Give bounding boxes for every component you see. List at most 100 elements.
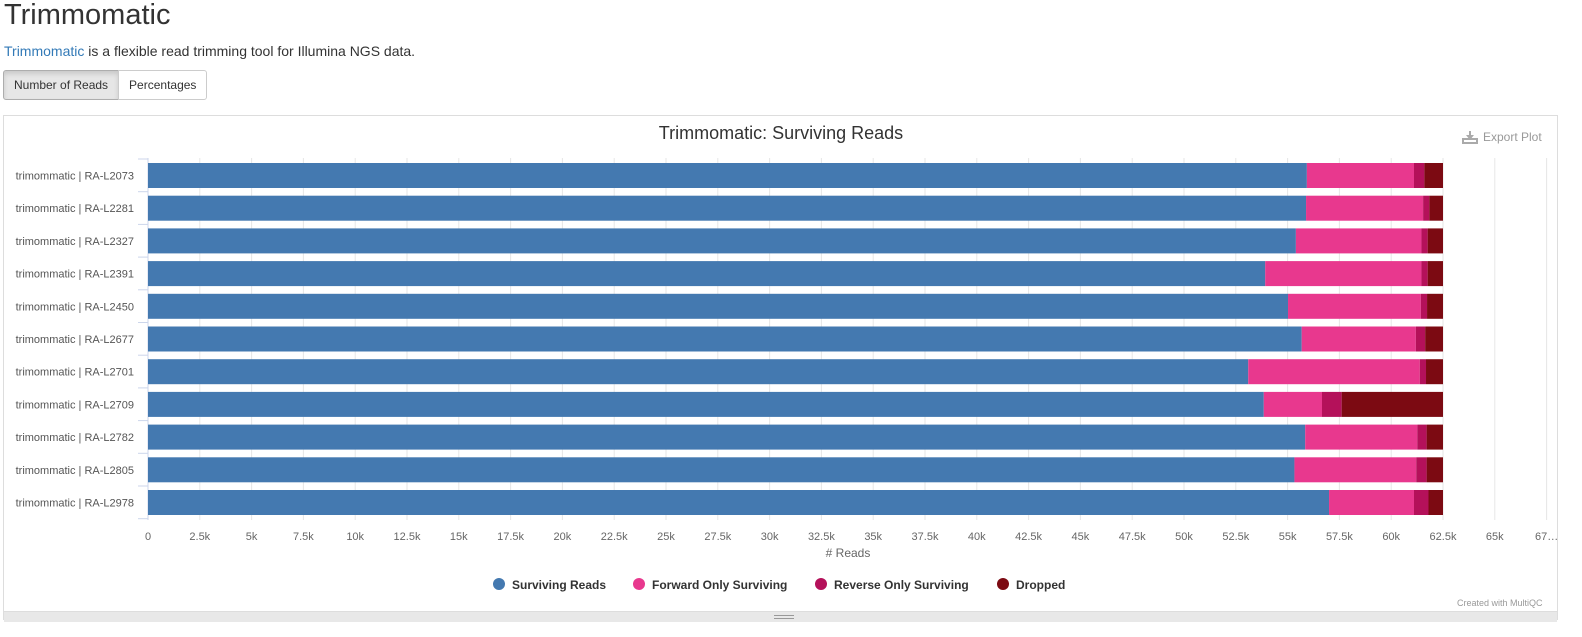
- legend-marker: [493, 578, 505, 590]
- chart-title: Trimmomatic: Surviving Reads: [659, 123, 903, 143]
- x-tick-label: 7.5k: [293, 531, 314, 543]
- legend-item: Dropped: [1016, 578, 1065, 592]
- bar-segment-reverse-only-surviving: [1416, 457, 1427, 483]
- bar-segment-dropped: [1427, 228, 1443, 254]
- legend-marker: [997, 578, 1009, 590]
- x-tick-label: 22.5k: [601, 531, 628, 543]
- x-tick-label: 12.5k: [394, 531, 421, 543]
- legend-marker: [815, 578, 827, 590]
- x-tick-label: 5k: [246, 531, 258, 543]
- x-tick-label: 62.5k: [1430, 531, 1457, 543]
- bar-segment-forward-only-surviving: [1306, 163, 1414, 188]
- bar-segment-forward-only-surviving: [1305, 424, 1418, 450]
- legend-item: Forward Only Surviving: [652, 578, 787, 592]
- percentages-button[interactable]: Percentages: [118, 70, 208, 100]
- bar-segment-forward-only-surviving: [1295, 228, 1422, 254]
- bar-segment-dropped: [1426, 424, 1443, 450]
- x-tick-label: 27.5k: [704, 531, 731, 543]
- intro-description: is a flexible read trimming tool for Ill…: [84, 43, 416, 59]
- bar-segment-reverse-only-surviving: [1423, 195, 1430, 221]
- bar-segment-dropped: [1425, 326, 1443, 352]
- bar-segment-forward-only-surviving: [1301, 326, 1416, 352]
- x-tick-label: 60k: [1382, 531, 1400, 543]
- download-icon: [1462, 131, 1478, 144]
- bar-segment-dropped: [1424, 163, 1443, 188]
- bar-segment-forward-only-surviving: [1263, 391, 1322, 417]
- y-tick-label: trimommatic | RA-L2709: [16, 399, 134, 411]
- x-tick-label: 57.5k: [1326, 531, 1353, 543]
- bar-segment-surviving-reads: [148, 424, 1306, 450]
- bar-segment-dropped: [1429, 195, 1443, 221]
- x-tick-label: 37.5k: [912, 531, 939, 543]
- x-tick-label: 55k: [1279, 531, 1297, 543]
- bar-segment-surviving-reads: [148, 490, 1330, 515]
- y-tick-label: trimommatic | RA-L2677: [16, 334, 134, 346]
- x-tick-label: 50k: [1175, 531, 1193, 543]
- bar-segment-forward-only-surviving: [1288, 293, 1421, 319]
- legend-item: Reverse Only Surviving: [834, 578, 969, 592]
- trimmomatic-link[interactable]: Trimmomatic: [4, 43, 85, 59]
- x-tick-label: 30k: [761, 531, 779, 543]
- y-tick-label: trimommatic | RA-L2805: [16, 465, 134, 477]
- bar-segment-surviving-reads: [148, 359, 1249, 385]
- resize-grip-icon: [774, 615, 794, 619]
- x-tick-label: 32.5k: [808, 531, 835, 543]
- bar-segment-reverse-only-surviving: [1415, 326, 1426, 352]
- x-tick-label: 0: [145, 531, 151, 543]
- legend-marker: [633, 578, 645, 590]
- x-tick-label: 45k: [1072, 531, 1090, 543]
- y-tick-label: trimommatic | RA-L2391: [16, 269, 134, 281]
- bar-segment-reverse-only-surviving: [1419, 359, 1427, 385]
- x-tick-label: 42.5k: [1015, 531, 1042, 543]
- x-axis-label: # Reads: [826, 546, 871, 560]
- bar-segment-reverse-only-surviving: [1413, 163, 1425, 188]
- export-plot-label: Export Plot: [1483, 130, 1542, 144]
- bar-segment-dropped: [1427, 261, 1443, 287]
- x-tick-label: 25k: [657, 531, 675, 543]
- bar-segment-dropped: [1428, 490, 1443, 515]
- x-tick-label: 47.5k: [1119, 531, 1146, 543]
- x-tick-label: 65k: [1486, 531, 1504, 543]
- y-tick-label: trimommatic | RA-L2978: [16, 498, 134, 510]
- multiqc-credit: Created with MultiQC: [1457, 598, 1543, 608]
- bar-segment-dropped: [1426, 457, 1443, 483]
- bar-segment-reverse-only-surviving: [1421, 228, 1428, 254]
- bar-segment-forward-only-surviving: [1265, 261, 1422, 287]
- page-title: Trimmomatic: [4, 0, 171, 31]
- y-tick-label: trimommatic | RA-L2701: [16, 367, 134, 379]
- bar-segment-surviving-reads: [148, 457, 1295, 483]
- y-tick-label: trimommatic | RA-L2782: [16, 432, 134, 444]
- bar-segment-dropped: [1427, 293, 1443, 319]
- x-tick-label: 2.5k: [189, 531, 210, 543]
- bar-segment-surviving-reads: [148, 163, 1307, 188]
- bar-segment-reverse-only-surviving: [1420, 293, 1428, 319]
- bar-segment-surviving-reads: [148, 261, 1266, 287]
- bar-segment-forward-only-surviving: [1294, 457, 1417, 483]
- y-tick-label: trimommatic | RA-L2450: [16, 301, 134, 313]
- bar-segment-surviving-reads: [148, 228, 1296, 254]
- y-tick-label: trimommatic | RA-L2327: [16, 236, 134, 248]
- bar-segment-surviving-reads: [148, 391, 1264, 417]
- bar-segment-forward-only-surviving: [1329, 490, 1414, 515]
- bar-segment-reverse-only-surviving: [1321, 391, 1342, 417]
- x-tick-label: 10k: [346, 531, 364, 543]
- bar-segment-reverse-only-surviving: [1421, 261, 1428, 287]
- x-tick-label: 52.5k: [1222, 531, 1249, 543]
- bar-segment-reverse-only-surviving: [1417, 424, 1427, 450]
- bar-segment-forward-only-surviving: [1248, 359, 1420, 385]
- legend-item: Surviving Reads: [512, 578, 606, 592]
- x-tick-label: 67…: [1535, 531, 1558, 543]
- y-tick-label: trimommatic | RA-L2281: [16, 203, 134, 215]
- bar-segment-surviving-reads: [148, 326, 1302, 352]
- bar-segment-reverse-only-surviving: [1413, 490, 1429, 515]
- plot-resize-handle[interactable]: [4, 611, 1557, 622]
- x-tick-label: 15k: [450, 531, 468, 543]
- bar-segment-surviving-reads: [148, 293, 1289, 319]
- view-toggle: Number of Reads Percentages: [3, 70, 208, 100]
- export-plot-button[interactable]: Export Plot: [1462, 130, 1542, 144]
- x-tick-label: 35k: [864, 531, 882, 543]
- number-of-reads-button[interactable]: Number of Reads: [3, 70, 120, 100]
- bar-segment-dropped: [1341, 391, 1443, 417]
- bar-segment-forward-only-surviving: [1306, 195, 1424, 221]
